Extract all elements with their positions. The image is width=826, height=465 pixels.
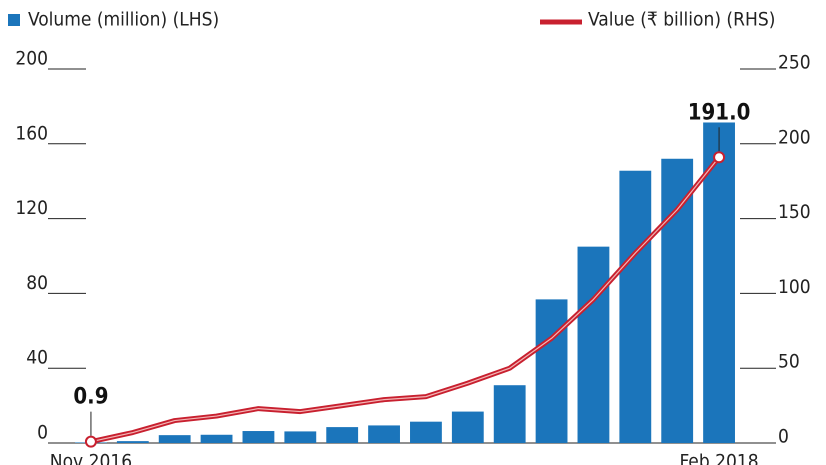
bar <box>284 431 317 443</box>
bar <box>410 421 442 443</box>
bar <box>493 385 526 443</box>
data-label: 191.0 <box>688 100 751 125</box>
y2-tick-label: 0 <box>778 426 789 448</box>
point-marker <box>84 435 97 448</box>
y-tick-label: 80 <box>26 272 48 294</box>
bar <box>242 431 275 443</box>
y2-tick-label: 200 <box>778 126 811 148</box>
bar <box>200 434 233 443</box>
value-line-core <box>90 156 720 443</box>
bar <box>368 425 400 443</box>
y-tick-label: 160 <box>15 122 48 144</box>
legend-label: Value (₹ billion) (RHS) <box>588 9 775 31</box>
bar <box>535 299 568 443</box>
y-tick-label: 40 <box>26 347 48 369</box>
bar <box>661 158 694 443</box>
y2-tick-label: 50 <box>778 351 800 373</box>
point-marker <box>713 151 726 164</box>
bar <box>703 122 735 444</box>
y2-tick-label: 150 <box>778 201 811 223</box>
x-tick-label: Nov 2016 <box>50 451 132 465</box>
bar <box>158 435 191 443</box>
legend-swatch-bar <box>8 14 20 26</box>
bar <box>326 427 359 443</box>
y2-tick-label: 100 <box>778 276 811 298</box>
x-tick-label: Feb 2018 <box>680 451 759 465</box>
bar <box>451 411 484 443</box>
legend-label: Volume (million) (LHS) <box>28 9 219 31</box>
y-tick-label: 120 <box>15 197 48 219</box>
bar <box>619 170 652 443</box>
bar <box>577 246 610 443</box>
data-label: 0.9 <box>73 385 108 410</box>
y2-tick-label: 250 <box>778 52 811 74</box>
bar <box>116 441 149 443</box>
y-tick-label: 200 <box>15 48 48 70</box>
y-tick-label: 0 <box>37 422 48 444</box>
